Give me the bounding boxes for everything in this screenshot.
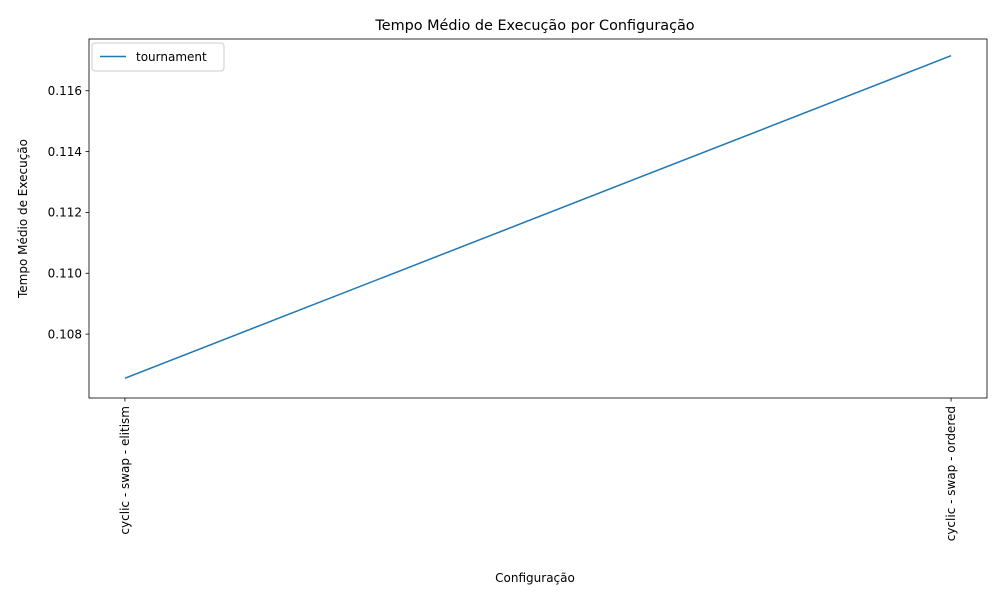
y-tick-label: 0.110 xyxy=(48,266,82,280)
x-axis-label: Configuração xyxy=(495,571,575,585)
x-tick-label: cyclic - swap - elitism xyxy=(118,406,132,535)
y-tick-label: 0.108 xyxy=(48,327,82,341)
legend: tournament xyxy=(92,43,224,71)
x-tick-label: cyclic - swap - ordered xyxy=(944,406,958,541)
y-tick-label: 0.116 xyxy=(48,84,82,98)
y-tick-label: 0.114 xyxy=(48,145,82,159)
y-tick-label: 0.112 xyxy=(48,206,82,220)
chart-title: Tempo Médio de Execução por Configuração xyxy=(374,18,694,34)
legend-label: tournament xyxy=(136,50,207,64)
y-axis-label: Tempo Médio de Execução xyxy=(16,139,30,299)
